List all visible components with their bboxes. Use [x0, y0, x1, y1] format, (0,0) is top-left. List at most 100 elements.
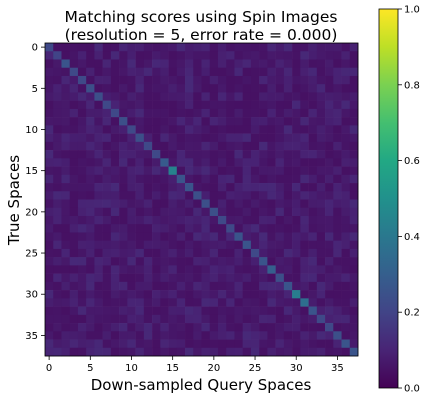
heatmap-cell — [53, 232, 62, 241]
heatmap-cell — [242, 117, 252, 126]
heatmap-cell — [69, 331, 79, 340]
heatmap-cell — [69, 298, 79, 307]
heatmap-cell — [217, 59, 227, 69]
heatmap-cell — [86, 183, 95, 192]
y-tick-label: 20 — [25, 207, 38, 218]
heatmap-cell — [102, 75, 112, 85]
heatmap-cell — [325, 166, 334, 176]
heatmap-cell — [160, 174, 169, 184]
heatmap-cell — [250, 117, 260, 126]
heatmap-cell — [300, 248, 309, 258]
heatmap-cell-diagonal — [308, 306, 318, 316]
heatmap-cell — [267, 141, 276, 151]
heatmap-cell — [53, 133, 62, 143]
heatmap-cell — [217, 224, 227, 233]
heatmap-cell — [86, 158, 95, 167]
heatmap-cell — [283, 59, 293, 69]
heatmap-cell — [110, 59, 120, 69]
heatmap-cell — [283, 240, 293, 250]
heatmap-cell — [94, 51, 103, 60]
heatmap-cell — [234, 199, 243, 209]
heatmap-cell — [234, 323, 243, 332]
heatmap-cell — [69, 100, 79, 110]
heatmap-cell — [259, 84, 268, 93]
heatmap-cell — [325, 84, 334, 93]
heatmap-cell — [94, 108, 103, 118]
heatmap-cell-diagonal — [185, 183, 194, 192]
heatmap-cell — [234, 265, 243, 274]
heatmap-cell — [152, 43, 161, 52]
heatmap-cell — [242, 232, 252, 241]
heatmap-cell — [275, 281, 285, 291]
heatmap-cell — [135, 183, 145, 192]
x-tick-label: 5 — [87, 363, 93, 374]
heatmap-cell — [325, 75, 334, 85]
heatmap-cell — [185, 108, 194, 118]
heatmap-cell — [292, 257, 301, 266]
heatmap-cell — [267, 232, 276, 241]
heatmap-cell-diagonal — [168, 166, 178, 176]
heatmap-cell — [283, 273, 293, 283]
heatmap-cell — [201, 100, 211, 110]
heatmap-cell — [292, 298, 301, 307]
heatmap-cell — [275, 339, 285, 349]
heatmap-cell — [209, 43, 219, 52]
heatmap-cell — [119, 150, 128, 159]
heatmap-cell — [110, 240, 120, 250]
heatmap-cell — [283, 314, 293, 324]
heatmap-cell — [176, 331, 186, 340]
heatmap-cell — [77, 232, 87, 241]
heatmap-cell — [217, 117, 227, 126]
heatmap-cell — [316, 232, 326, 241]
heatmap-cell — [61, 108, 71, 118]
heatmap-cell — [300, 43, 309, 52]
heatmap-cell — [242, 150, 252, 159]
heatmap-cell — [135, 117, 145, 126]
heatmap-cell — [152, 215, 161, 225]
heatmap-cell — [308, 191, 318, 200]
heatmap-cell — [325, 314, 334, 324]
heatmap-cell — [226, 67, 235, 77]
heatmap-cell — [160, 323, 169, 332]
heatmap-cell — [110, 141, 120, 151]
heatmap-cell — [160, 240, 169, 250]
heatmap-cell — [61, 191, 71, 200]
heatmap-cell — [275, 158, 285, 167]
heatmap-cell — [53, 207, 62, 217]
heatmap-cell — [119, 75, 128, 85]
heatmap-cell — [201, 133, 211, 143]
heatmap-cell — [201, 224, 211, 233]
heatmap-cell — [185, 117, 194, 126]
heatmap-cell — [292, 323, 301, 332]
heatmap-cell — [259, 150, 268, 159]
heatmap-cell — [69, 248, 79, 258]
heatmap-cell — [185, 215, 194, 225]
heatmap-cell — [127, 92, 136, 101]
heatmap-cell — [349, 67, 359, 77]
heatmap-cell — [349, 133, 359, 143]
heatmap-cell — [135, 224, 145, 233]
heatmap-cell — [259, 323, 268, 332]
heatmap-cell — [267, 92, 276, 101]
heatmap-cell — [45, 174, 54, 184]
heatmap-cell — [185, 207, 194, 217]
heatmap-cell — [119, 215, 128, 225]
heatmap-cell — [275, 183, 285, 192]
heatmap-cell — [325, 183, 334, 192]
heatmap-cell — [217, 281, 227, 291]
heatmap-cell — [292, 108, 301, 118]
heatmap-cell — [143, 125, 153, 134]
heatmap-cell — [325, 117, 334, 126]
heatmap-cell — [135, 240, 145, 250]
heatmap-cell — [209, 166, 219, 176]
heatmap-cell — [127, 207, 136, 217]
heatmap-cell — [349, 314, 359, 324]
heatmap-cell — [226, 141, 235, 151]
heatmap-cell — [283, 331, 293, 340]
heatmap-cell — [292, 232, 301, 241]
heatmap-cell — [160, 265, 169, 274]
heatmap-cell — [349, 298, 359, 307]
heatmap-cell — [94, 133, 103, 143]
heatmap-cell — [45, 314, 54, 324]
heatmap-cell — [234, 43, 243, 52]
